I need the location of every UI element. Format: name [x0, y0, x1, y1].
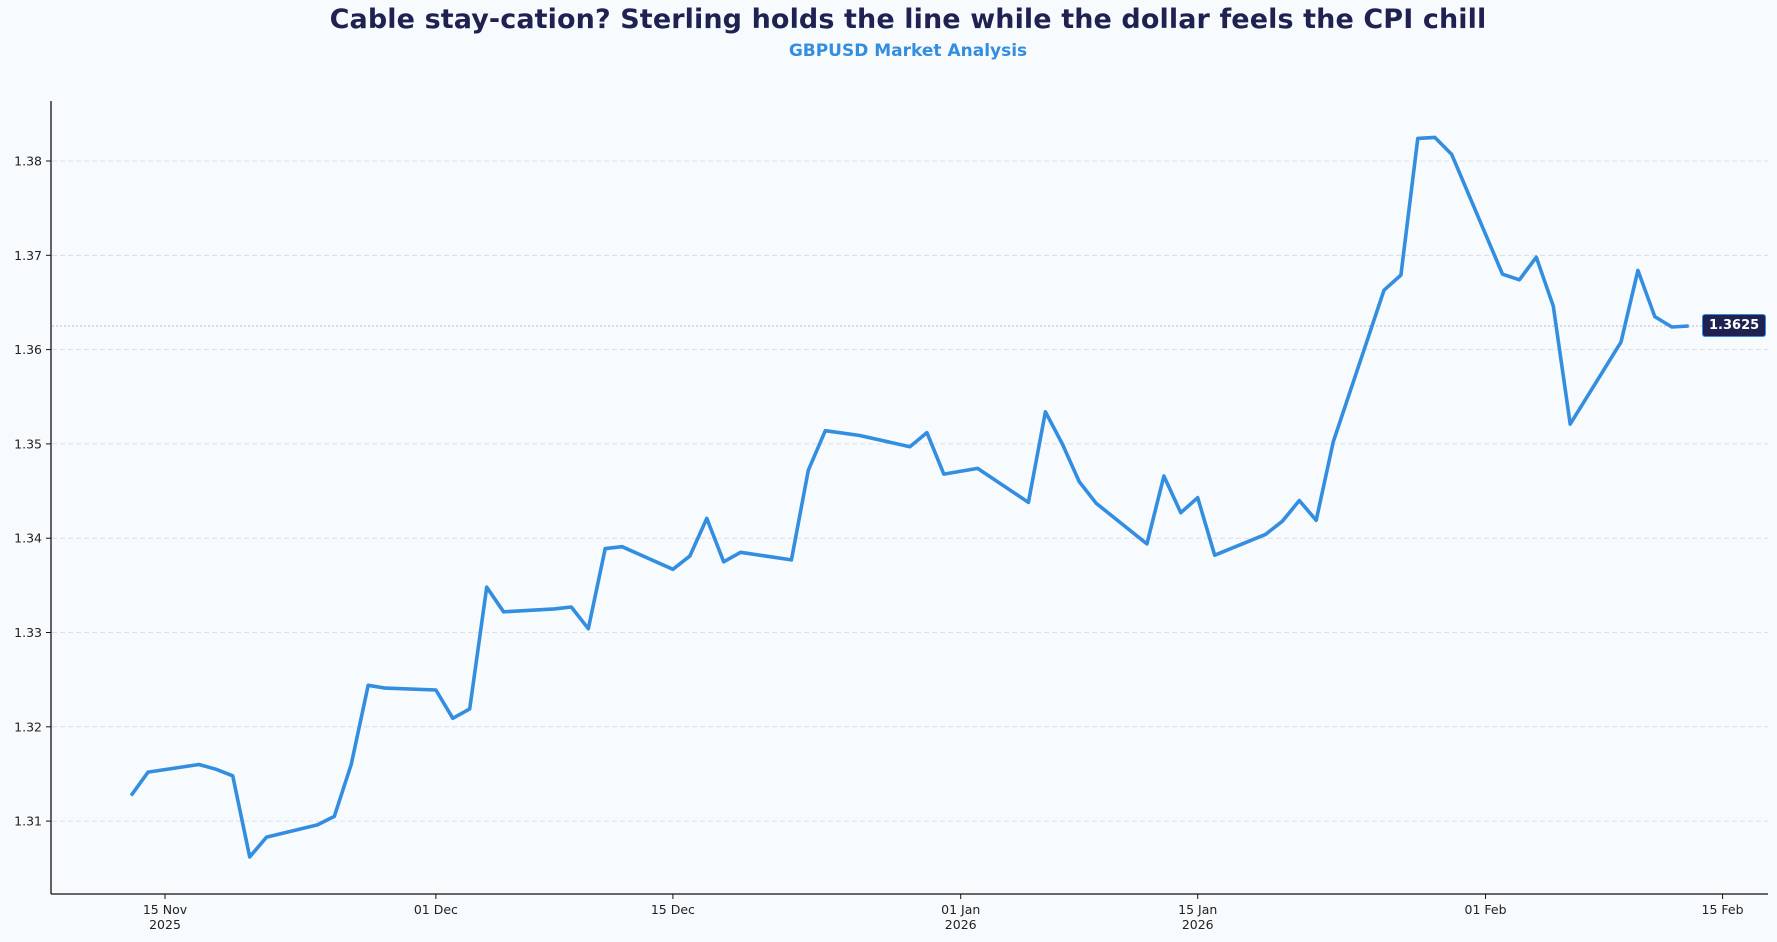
x-tick-label: 15 Dec	[651, 902, 695, 917]
gbpusd-price-line	[129, 135, 1689, 859]
x-tick-label: 15 Jan	[1178, 902, 1217, 917]
x-tick-year: 2026	[1182, 917, 1214, 932]
x-tick-label: 01 Feb	[1465, 902, 1507, 917]
x-tick-year: 2026	[945, 917, 977, 932]
x-tick-label: 01 Jan	[941, 902, 980, 917]
y-axis-ticks: 1.31 1.32 1.33 1.34 1.35 1.36 1.37 1.38	[14, 154, 51, 829]
y-tick-label: 1.31	[14, 814, 42, 829]
x-tick-label: 15 Nov	[143, 902, 188, 917]
chart-subtitle: GBPUSD Market Analysis	[788, 41, 1028, 61]
y-tick-label: 1.37	[14, 248, 42, 263]
chart-title: Cable stay-cation? Sterling holds the li…	[329, 4, 1487, 35]
y-tick-label: 1.36	[14, 342, 42, 357]
y-tick-label: 1.38	[14, 154, 42, 169]
y-tick-label: 1.33	[14, 625, 42, 640]
last-price-badge: 1.3625	[1702, 314, 1767, 337]
gridlines	[52, 160, 1768, 822]
y-tick-label: 1.34	[14, 531, 42, 546]
x-tick-label: 15 Feb	[1702, 902, 1744, 917]
x-tick-label: 01 Dec	[414, 902, 458, 917]
y-tick-label: 1.32	[14, 719, 42, 734]
x-tick-year: 2025	[149, 917, 181, 932]
y-tick-label: 1.35	[14, 436, 42, 451]
